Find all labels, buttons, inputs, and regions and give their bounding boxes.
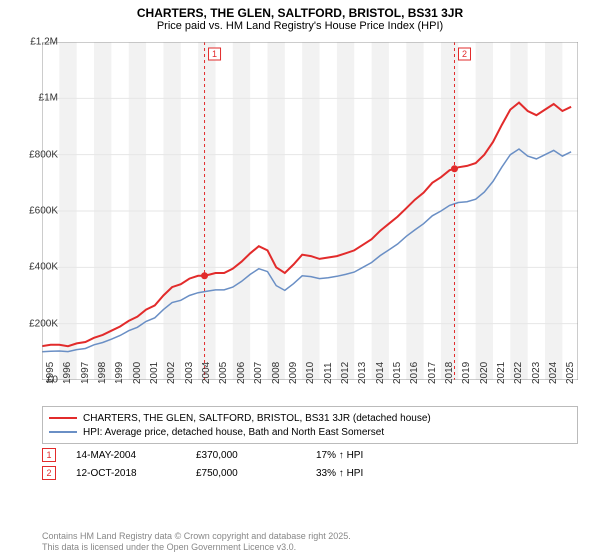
x-tick-label: 1999 [114,362,125,384]
legend: CHARTERS, THE GLEN, SALTFORD, BRISTOL, B… [42,406,578,444]
x-tick-label: 1996 [62,362,73,384]
legend-row: HPI: Average price, detached house, Bath… [49,425,571,439]
legend-swatch [49,431,77,433]
event-date: 12-OCT-2018 [76,468,196,479]
y-tick-label: £1M [39,93,58,104]
x-tick-label: 2004 [201,362,212,384]
event-delta: 33% ↑ HPI [316,468,436,479]
event-marker-label: 2 [42,466,56,480]
x-tick-label: 2008 [271,362,282,384]
x-tick-label: 2021 [496,362,507,384]
event-table: 1 14-MAY-2004 £370,000 17% ↑ HPI 2 12-OC… [42,446,578,482]
event-delta: 17% ↑ HPI [316,450,436,461]
svg-text:2: 2 [462,49,467,59]
x-tick-label: 1995 [45,362,56,384]
y-tick-label: £1.2M [30,37,58,48]
x-tick-label: 2019 [461,362,472,384]
x-tick-label: 2007 [253,362,264,384]
x-tick-label: 2016 [409,362,420,384]
chart-subtitle: Price paid vs. HM Land Registry's House … [0,20,600,34]
event-marker-label: 1 [42,448,56,462]
event-price: £750,000 [196,468,316,479]
x-tick-label: 2002 [166,362,177,384]
footer: Contains HM Land Registry data © Crown c… [42,531,351,554]
x-tick-label: 2025 [565,362,576,384]
x-tick-label: 2023 [531,362,542,384]
x-tick-label: 2010 [305,362,316,384]
plot-svg: 12 [42,42,578,380]
x-tick-label: 2017 [427,362,438,384]
legend-swatch [49,417,77,419]
x-tick-label: 1998 [97,362,108,384]
x-tick-label: 2012 [340,362,351,384]
plot-area: 12 [42,42,578,380]
x-tick-label: 2018 [444,362,455,384]
x-tick-label: 2022 [513,362,524,384]
x-tick-label: 2020 [479,362,490,384]
x-tick-label: 2014 [375,362,386,384]
legend-row: CHARTERS, THE GLEN, SALTFORD, BRISTOL, B… [49,411,571,425]
y-tick-label: £800K [29,149,58,160]
y-tick-label: £200K [29,318,58,329]
chart-title: CHARTERS, THE GLEN, SALTFORD, BRISTOL, B… [0,0,600,20]
chart-container: CHARTERS, THE GLEN, SALTFORD, BRISTOL, B… [0,0,600,560]
x-tick-label: 2006 [236,362,247,384]
x-tick-label: 2009 [288,362,299,384]
footer-line: Contains HM Land Registry data © Crown c… [42,531,351,543]
legend-label: HPI: Average price, detached house, Bath… [83,427,384,438]
x-tick-label: 1997 [80,362,91,384]
x-tick-label: 2003 [184,362,195,384]
event-row: 2 12-OCT-2018 £750,000 33% ↑ HPI [42,464,578,482]
legend-label: CHARTERS, THE GLEN, SALTFORD, BRISTOL, B… [83,413,431,424]
event-price: £370,000 [196,450,316,461]
x-tick-label: 2000 [132,362,143,384]
event-row: 1 14-MAY-2004 £370,000 17% ↑ HPI [42,446,578,464]
y-tick-label: £600K [29,206,58,217]
x-tick-label: 2005 [218,362,229,384]
x-tick-label: 2015 [392,362,403,384]
footer-line: This data is licensed under the Open Gov… [42,542,351,554]
y-tick-label: £400K [29,262,58,273]
x-tick-label: 2024 [548,362,559,384]
x-tick-label: 2011 [323,362,334,384]
x-tick-label: 2013 [357,362,368,384]
svg-text:1: 1 [212,49,217,59]
x-tick-label: 2001 [149,362,160,384]
event-date: 14-MAY-2004 [76,450,196,461]
